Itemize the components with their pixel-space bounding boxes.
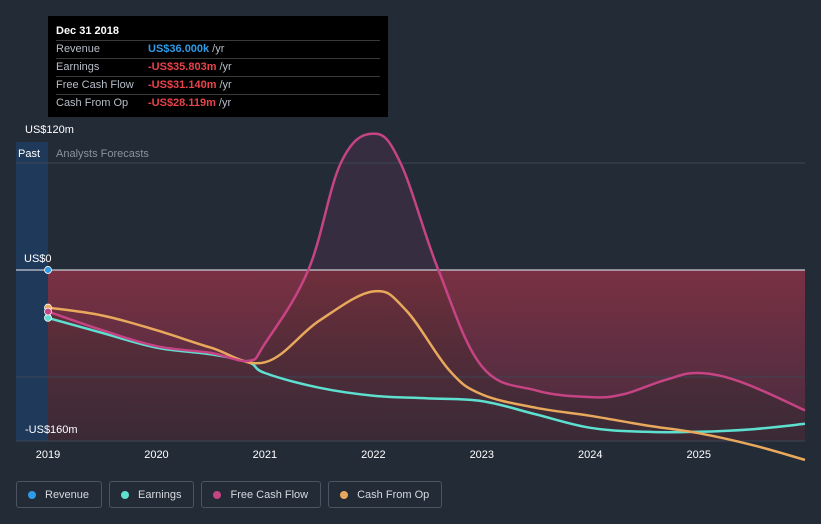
- legend-dot-icon: [213, 490, 222, 499]
- tooltip-unit: /yr: [219, 61, 232, 73]
- legend-dot-icon: [121, 490, 130, 499]
- x-tick-label: 2021: [253, 449, 277, 461]
- negative-region: [48, 270, 805, 441]
- tooltip-value: -US$28.119m: [148, 97, 216, 109]
- tooltip-unit: /yr: [212, 43, 225, 55]
- legend-item-free-cash-flow[interactable]: Free Cash Flow: [201, 481, 322, 508]
- x-tick-label: 2024: [578, 449, 602, 461]
- legend-label: Free Cash Flow: [230, 488, 309, 501]
- series-line-free-cash-flow: [47, 132, 806, 412]
- fcf-area-fill: [48, 133, 805, 411]
- past-label: Past: [18, 148, 40, 160]
- tooltip-row-free-cash-flow: Free Cash Flow -US$31.140m /yr: [56, 76, 380, 94]
- tooltip-label: Revenue: [56, 43, 101, 55]
- x-tick-label: 2025: [686, 449, 710, 461]
- legend-dot-icon: [28, 490, 36, 499]
- past-region: [16, 142, 48, 441]
- tooltip-row-cash-from-op: Cash From Op -US$28.119m /yr: [56, 94, 380, 112]
- tooltip-label: Cash From Op: [56, 97, 129, 109]
- legend-dot-icon: [340, 490, 349, 499]
- y-tick-label-zero: US$0: [24, 253, 52, 265]
- legend-item-revenue[interactable]: Revenue: [16, 481, 103, 508]
- forecast-label: Analysts Forecasts: [56, 148, 149, 160]
- legend-label: Revenue: [45, 488, 90, 501]
- tooltip-value: -US$31.140m: [148, 79, 217, 91]
- tooltip-unit: /yr: [219, 79, 232, 91]
- legend: Revenue Earnings Free Cash Flow Cash Fro…: [16, 481, 443, 508]
- tooltip-date: Dec 31 2018: [56, 25, 119, 37]
- data-point-revenue[interactable]: [44, 266, 52, 274]
- tooltip-row-revenue: Revenue US$36.000k /yr: [56, 40, 380, 58]
- legend-label: Cash From Op: [357, 488, 430, 501]
- tooltip-label: Earnings: [56, 61, 100, 73]
- tooltip-value: -US$35.803m: [148, 61, 217, 73]
- x-tick-label: 2020: [144, 449, 168, 461]
- legend-item-cash-from-op[interactable]: Cash From Op: [328, 481, 443, 508]
- series-line-cash-from-op: [47, 289, 806, 462]
- legend-item-earnings[interactable]: Earnings: [109, 481, 195, 508]
- tooltip-value: US$36.000k: [148, 43, 210, 55]
- legend-label: Earnings: [138, 488, 182, 501]
- tooltip-label: Free Cash Flow: [56, 79, 134, 91]
- x-tick-label: 2023: [470, 449, 494, 461]
- series-line-earnings: [47, 316, 806, 434]
- tooltip-unit: /yr: [218, 97, 232, 109]
- x-tick-label: 2019: [36, 449, 60, 461]
- y-tick-label-bottom: -US$160m: [25, 424, 78, 436]
- y-tick-label-top: US$120m: [25, 124, 74, 136]
- data-point-free-cash-flow[interactable]: [44, 307, 52, 316]
- tooltip: Dec 31 2018 Revenue US$36.000k /yr Earni…: [48, 16, 388, 117]
- x-tick-label: 2022: [361, 449, 385, 461]
- tooltip-row-earnings: Earnings -US$35.803m /yr: [56, 58, 380, 76]
